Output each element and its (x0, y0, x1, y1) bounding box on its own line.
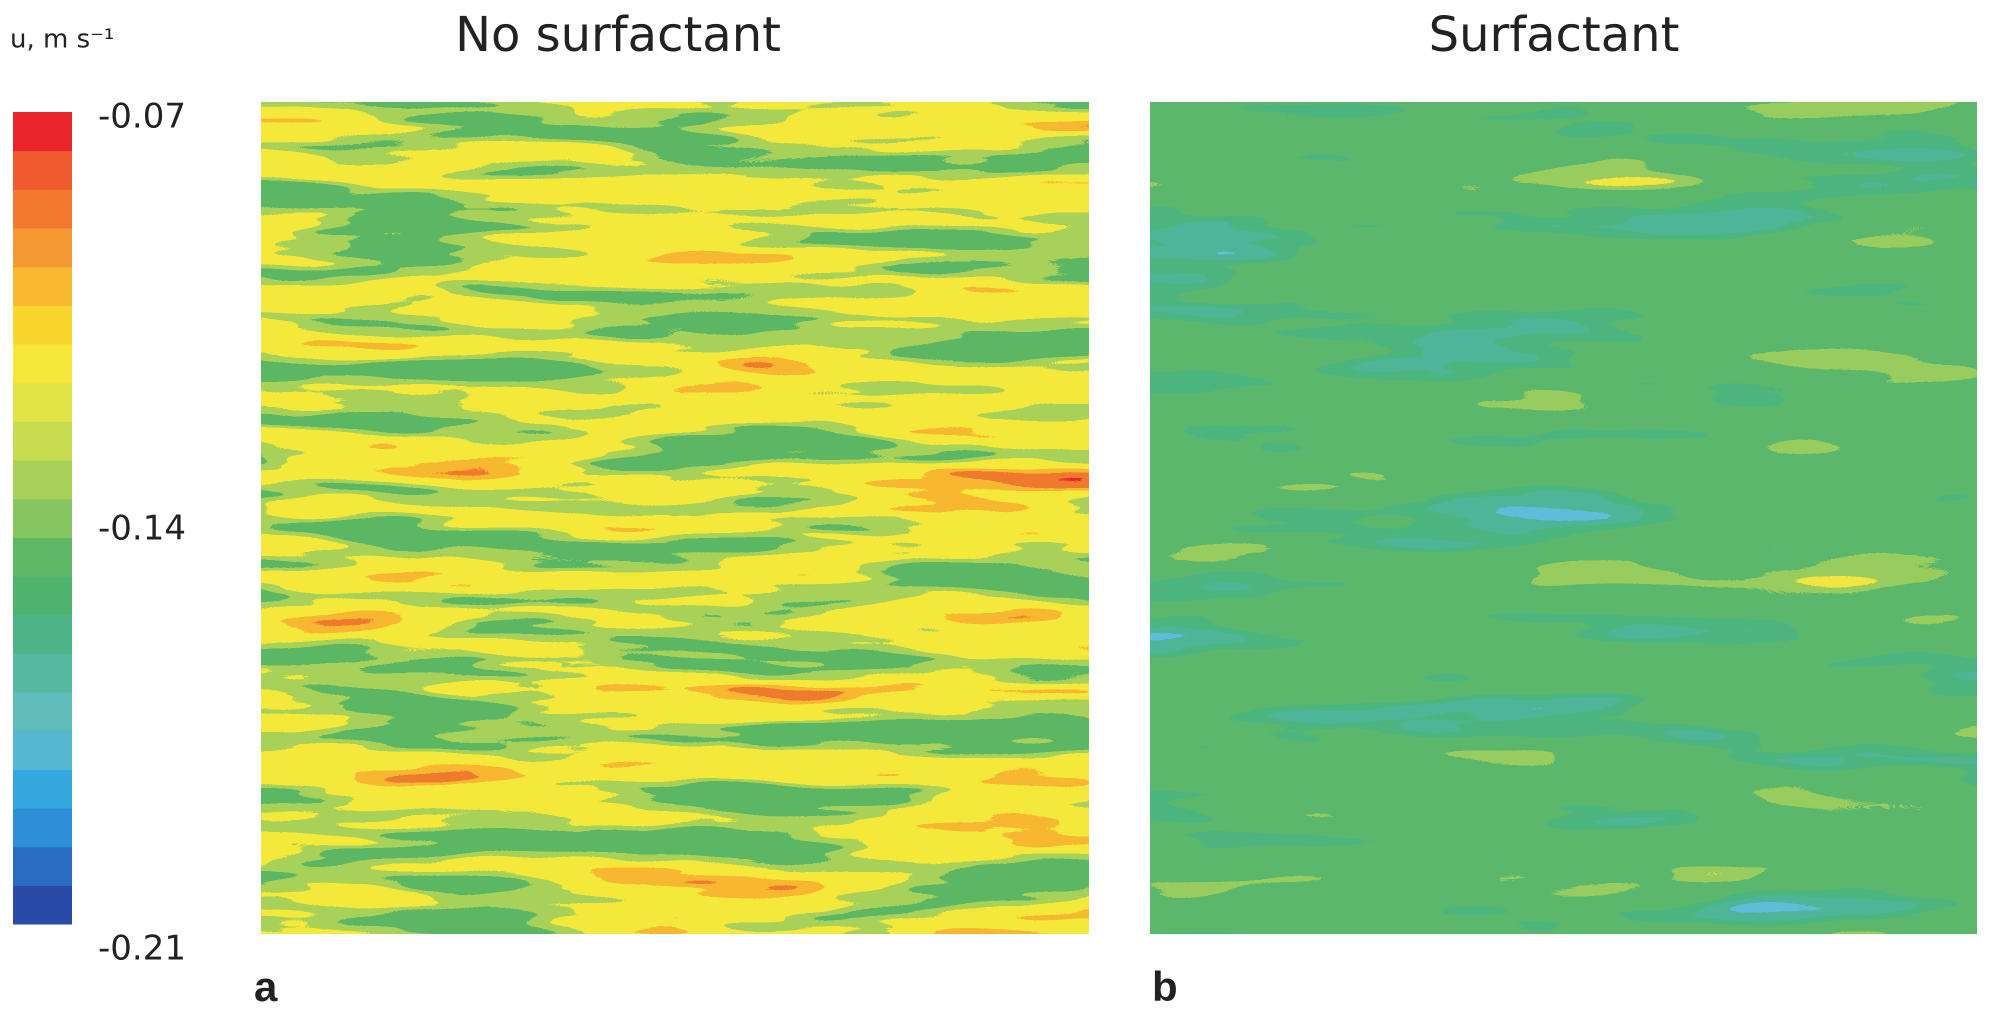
colorbar-label: u, m s⁻¹ (10, 25, 114, 55)
colorbar-tick-label: -0.21 (98, 929, 186, 969)
panel-title: No surfactant (455, 7, 781, 63)
colorbar-band (13, 344, 72, 384)
colorbar-band (13, 498, 72, 538)
colorbar-band (13, 614, 72, 654)
colorbar-band (13, 305, 72, 345)
colorbar-band (13, 730, 72, 770)
colorbar-band (13, 266, 72, 306)
panel-label: a (254, 963, 278, 1010)
colorbar-band (13, 653, 72, 693)
panel-title: Surfactant (1429, 7, 1680, 63)
colorbar-band (13, 112, 72, 152)
field-a (261, 102, 1089, 934)
colorbar-band (13, 421, 72, 461)
colorbar-band (13, 150, 72, 190)
colorbar-band (13, 228, 72, 268)
colorbar-band (13, 769, 72, 809)
colorbar-band (13, 885, 72, 925)
colorbar-band (13, 808, 72, 848)
colorbar-band (13, 189, 72, 229)
colorbar-tick-label: -0.07 (98, 97, 186, 137)
colorbar-band (13, 576, 72, 616)
colorbar-band (13, 382, 72, 422)
colorbar-tick-label: -0.14 (98, 509, 186, 549)
colorbar-band (13, 846, 72, 886)
colorbar-band (13, 460, 72, 500)
field-b (1150, 102, 1977, 934)
colorbar-band (13, 537, 72, 577)
panel-label: b (1152, 963, 1178, 1010)
colorbar-band (13, 692, 72, 732)
